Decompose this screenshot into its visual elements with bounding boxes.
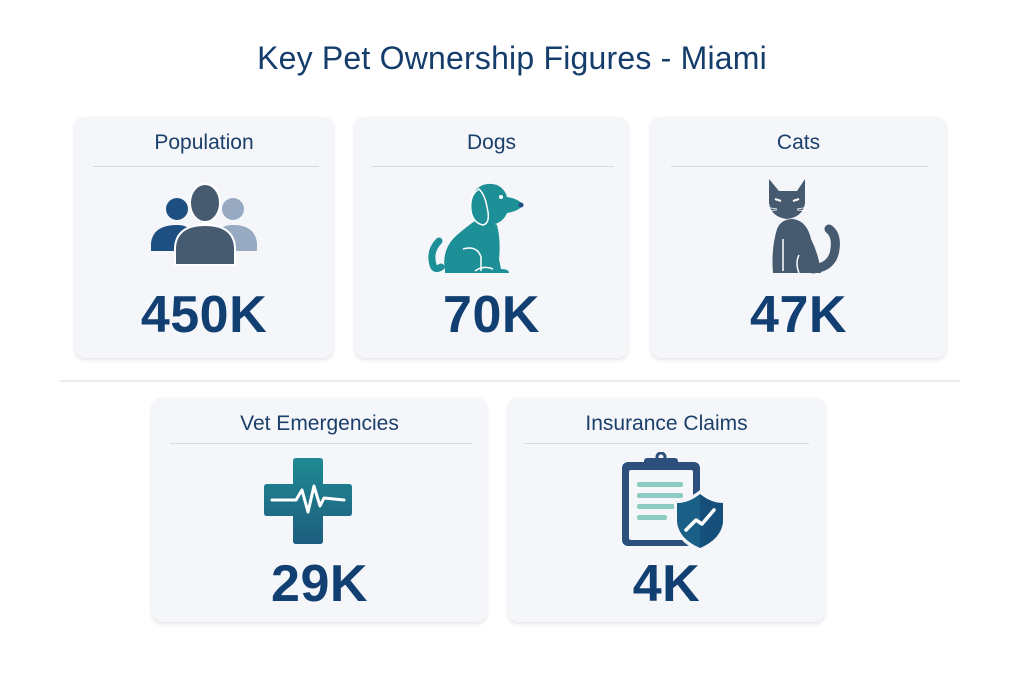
card-value: 47K: [750, 286, 847, 344]
card-value: 29K: [271, 555, 368, 613]
card-divider: [170, 443, 472, 444]
clipboard-shield-icon: [622, 452, 726, 552]
stat-card-cats: Cats 47K: [651, 117, 946, 358]
card-divider: [93, 166, 319, 167]
dog-icon: [428, 183, 524, 273]
card-value: 70K: [443, 286, 540, 344]
stat-card-vet-emergencies: Vet Emergencies 29K: [152, 398, 487, 622]
medical-cross-heartbeat-icon: [264, 458, 352, 544]
cat-icon: [764, 179, 840, 274]
card-label: Insurance Claims: [585, 412, 748, 435]
stat-card-insurance-claims: Insurance Claims 4K: [508, 398, 825, 622]
card-divider: [524, 443, 809, 444]
section-divider: [60, 380, 960, 382]
card-label: Vet Emergencies: [240, 412, 399, 435]
card-label: Dogs: [466, 131, 517, 154]
card-label: Cats: [776, 131, 821, 154]
card-value: 4K: [632, 555, 701, 613]
people-icon: [151, 183, 257, 266]
card-divider: [671, 166, 928, 167]
card-divider: [372, 166, 614, 167]
page-title: Key Pet Ownership Figures - Miami: [257, 40, 767, 76]
card-label: Population: [154, 131, 254, 154]
stat-card-dogs: Dogs 70K: [355, 117, 628, 358]
card-value: 450K: [140, 286, 268, 344]
stat-card-population: Population 450K: [75, 117, 333, 358]
